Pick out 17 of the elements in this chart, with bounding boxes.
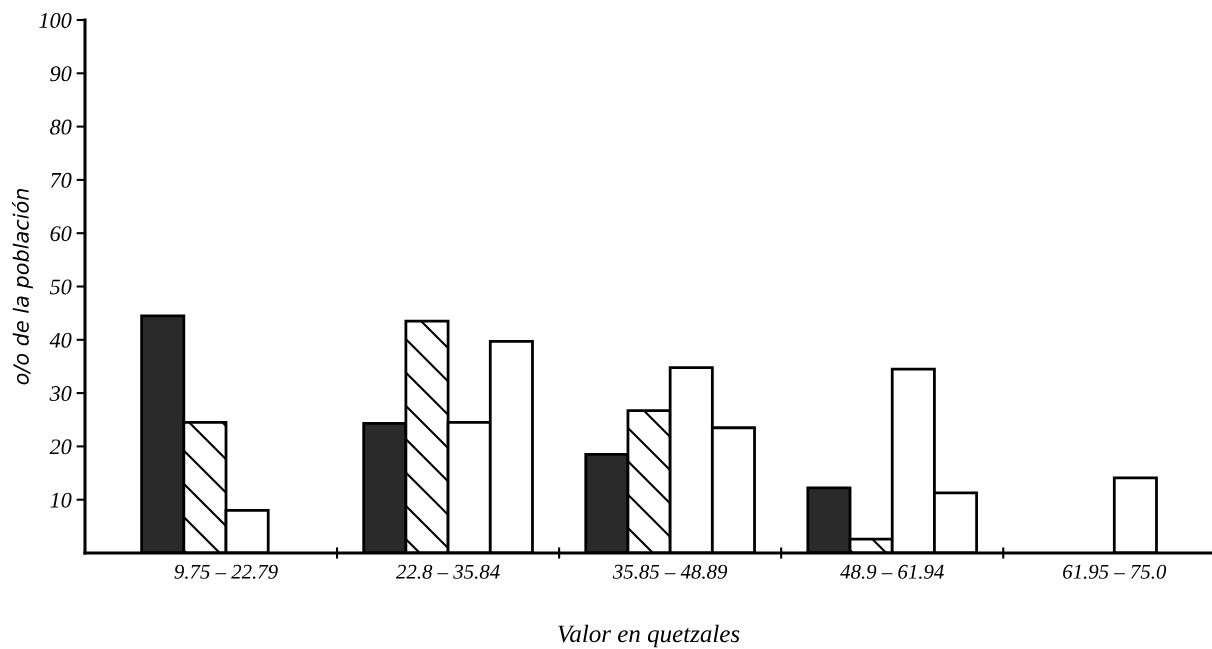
y-tick-label: 40 (49, 332, 72, 348)
y-tick-label: 90 (50, 66, 72, 82)
x-tick-label: 9.75 – 22.79 (174, 564, 278, 579)
y-tick-label: 30 (49, 386, 72, 402)
x-tick-label: 61.95 – 75.0 (1063, 564, 1167, 579)
y-tick-label: 70 (50, 172, 72, 188)
y-tick-label: 60 (50, 226, 72, 242)
x-tick-label: 22.8 – 35.84 (396, 564, 500, 579)
y-tick-label: 20 (49, 439, 72, 455)
y-tick-label: 100 (39, 12, 72, 28)
x-tick-label: 48.9 – 61.94 (840, 564, 944, 579)
x-tick-label: 35.85 – 48.89 (612, 564, 728, 579)
y-tick-label: 10 (50, 492, 72, 508)
y-axis-title: o/o de la población (11, 188, 33, 385)
y-tick-label: 50 (49, 279, 72, 295)
x-axis-title: Valor en quetzales (558, 624, 740, 648)
y-tick-label: 80 (50, 119, 72, 135)
